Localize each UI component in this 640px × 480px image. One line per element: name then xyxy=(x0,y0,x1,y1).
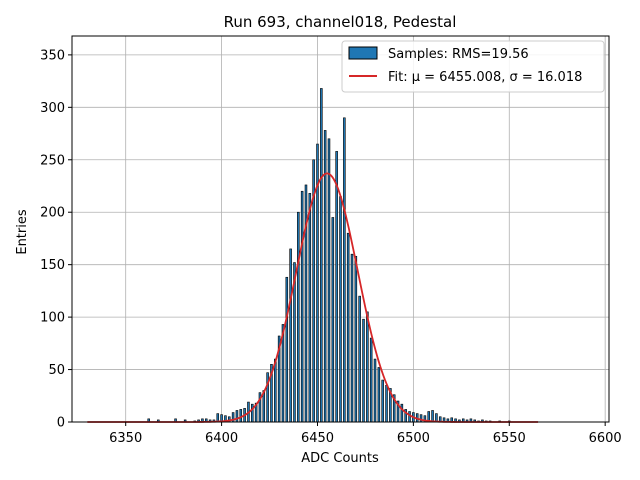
chart-title: Run 693, channel018, Pedestal xyxy=(224,13,457,31)
y-tick-label: 200 xyxy=(40,206,65,221)
legend-label-fit: Fit: μ = 6455.008, σ = 16.018 xyxy=(388,70,582,85)
histogram-bar xyxy=(239,409,243,423)
x-tick-label: 6550 xyxy=(493,431,526,446)
histogram-bar xyxy=(373,358,377,423)
histogram-bar xyxy=(381,379,384,423)
y-tick-label: 0 xyxy=(57,416,65,431)
histogram-bar xyxy=(343,117,346,423)
histogram-bar xyxy=(385,384,388,423)
x-axis-ticks: 6350 6400 6450 6500 6550 6600 xyxy=(109,422,622,446)
histogram-bar xyxy=(354,255,358,423)
x-tick-label: 6350 xyxy=(109,431,142,446)
histogram-bar xyxy=(297,211,300,423)
histogram-bar xyxy=(331,217,335,423)
histogram-bar xyxy=(308,193,312,423)
histogram-bar xyxy=(419,414,423,423)
histogram-bar xyxy=(377,367,381,423)
x-tick-label: 6400 xyxy=(205,431,238,446)
histogram-bar xyxy=(300,190,304,423)
x-tick-label: 6450 xyxy=(301,431,334,446)
histogram-bar xyxy=(339,196,342,423)
histogram-bar xyxy=(358,295,361,423)
y-axis-ticks: 0 50 100 150 200 250 300 350 xyxy=(40,48,72,431)
legend-swatch-samples xyxy=(348,46,378,60)
histogram-bar xyxy=(362,318,365,423)
histogram-bar xyxy=(350,253,354,423)
histogram-bar xyxy=(251,403,254,423)
x-tick-label: 6600 xyxy=(589,431,622,446)
histogram-bar xyxy=(366,311,369,423)
histogram-bar xyxy=(335,151,338,423)
histogram-bar xyxy=(235,410,239,423)
y-tick-label: 300 xyxy=(40,101,65,116)
legend-label-samples: Samples: RMS=19.56 xyxy=(388,47,529,62)
histogram-bar xyxy=(289,248,292,423)
x-tick-label: 6500 xyxy=(397,431,430,446)
histogram-bar xyxy=(327,138,331,423)
histogram-bar xyxy=(346,232,350,423)
histogram-bar xyxy=(320,88,323,423)
histogram-bar xyxy=(274,358,277,423)
y-tick-label: 150 xyxy=(40,258,65,273)
histogram-bar xyxy=(369,337,373,423)
y-tick-label: 50 xyxy=(48,363,65,378)
plot-frame xyxy=(71,35,610,423)
x-axis-label: ADC Counts xyxy=(301,451,379,466)
histogram-bar xyxy=(400,403,404,423)
histogram-bar xyxy=(431,410,434,423)
y-tick-label: 100 xyxy=(40,311,65,326)
histogram-bar xyxy=(408,411,411,423)
legend: Samples: RMS=19.56 Fit: μ = 6455.008, σ … xyxy=(341,40,605,93)
histogram-bar xyxy=(285,276,289,423)
y-tick-label: 350 xyxy=(40,48,65,63)
y-tick-label: 250 xyxy=(40,153,65,168)
legend-box xyxy=(341,40,605,93)
y-axis-label: Entries xyxy=(15,209,30,255)
